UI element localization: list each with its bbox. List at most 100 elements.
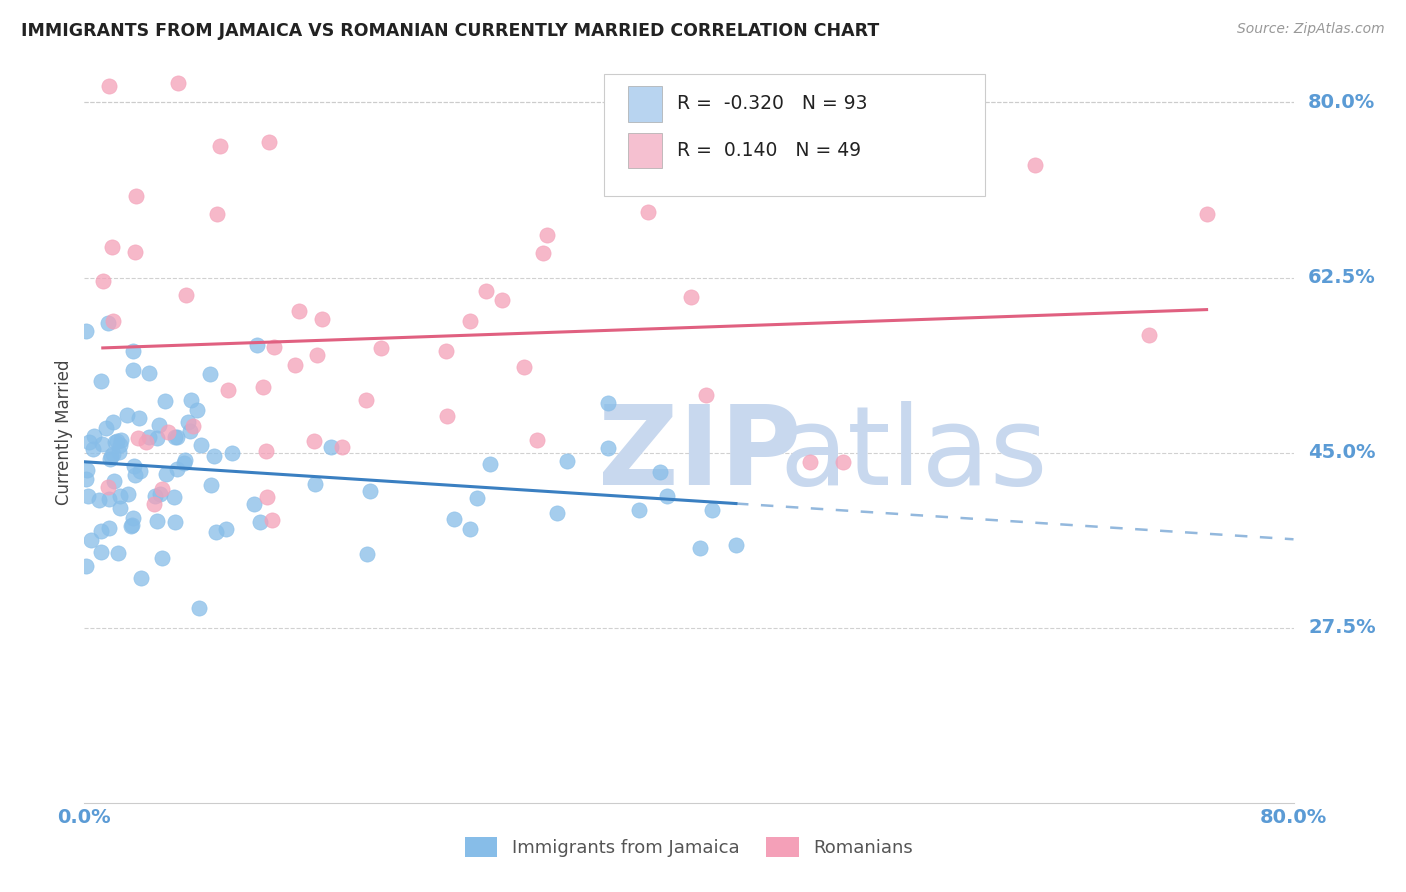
Point: [108, 489, 131, 503]
Point: [108, 438, 131, 452]
Point: [637, 204, 659, 219]
Point: [163, 515, 186, 529]
Point: [124, 245, 146, 260]
Text: Source: ZipAtlas.com: Source: ZipAtlas.com: [1237, 22, 1385, 37]
Point: [145, 431, 167, 445]
Point: [628, 503, 651, 517]
FancyBboxPatch shape: [628, 87, 662, 121]
Point: [105, 434, 128, 448]
Point: [103, 314, 125, 328]
Point: [75, 324, 97, 338]
Point: [97, 317, 120, 331]
Point: [117, 487, 139, 501]
Point: [557, 454, 579, 468]
Point: [108, 445, 131, 459]
Point: [77, 489, 100, 503]
Point: [436, 409, 458, 423]
Point: [103, 474, 125, 488]
Point: [90, 545, 112, 559]
Point: [138, 366, 160, 380]
FancyBboxPatch shape: [605, 73, 986, 195]
Point: [181, 418, 204, 433]
Point: [100, 449, 122, 463]
Point: [370, 341, 392, 355]
Point: [77, 435, 100, 450]
Point: [121, 518, 143, 533]
Point: [176, 415, 198, 429]
Point: [252, 379, 274, 393]
Point: [174, 453, 197, 467]
Point: [256, 491, 278, 505]
Point: [83, 429, 105, 443]
Point: [443, 512, 465, 526]
Point: [526, 433, 548, 447]
Point: [249, 516, 271, 530]
Point: [491, 293, 513, 308]
Point: [288, 304, 311, 318]
Point: [217, 383, 239, 397]
Point: [188, 601, 211, 615]
Point: [115, 408, 138, 422]
Point: [155, 467, 177, 482]
Point: [166, 76, 188, 90]
Point: [832, 455, 855, 469]
Point: [202, 449, 225, 463]
Point: [166, 462, 188, 476]
Point: [128, 464, 150, 478]
Point: [209, 139, 232, 153]
Point: [207, 207, 229, 221]
Point: [75, 472, 97, 486]
Point: [648, 465, 671, 479]
Point: [479, 458, 502, 472]
Point: [679, 290, 702, 304]
Point: [179, 424, 201, 438]
Legend: Immigrants from Jamaica, Romanians: Immigrants from Jamaica, Romanians: [457, 830, 921, 864]
Point: [97, 480, 120, 494]
Point: [97, 78, 120, 93]
Point: [110, 433, 132, 447]
Point: [205, 525, 228, 540]
Point: [260, 513, 283, 527]
Point: [513, 359, 536, 374]
Point: [458, 313, 481, 327]
Point: [82, 442, 104, 456]
Point: [465, 491, 488, 505]
Point: [94, 420, 117, 434]
Point: [531, 246, 554, 260]
Point: [596, 442, 619, 456]
Point: [689, 541, 711, 556]
Point: [330, 440, 353, 454]
Text: 27.5%: 27.5%: [1308, 618, 1375, 637]
Point: [254, 444, 277, 458]
Point: [215, 522, 238, 536]
Point: [200, 478, 222, 492]
Point: [128, 411, 150, 425]
Point: [110, 501, 132, 516]
Point: [321, 441, 343, 455]
Point: [304, 477, 326, 491]
Point: [163, 490, 186, 504]
Point: [101, 240, 124, 254]
Point: [359, 484, 381, 499]
Point: [434, 344, 457, 359]
Point: [307, 348, 329, 362]
Point: [190, 438, 212, 452]
Y-axis label: Currently Married: Currently Married: [55, 359, 73, 506]
Text: R =  -0.320   N = 93: R = -0.320 N = 93: [676, 95, 868, 113]
Point: [475, 285, 498, 299]
Point: [263, 340, 285, 354]
Point: [135, 435, 157, 450]
Point: [356, 547, 378, 561]
Point: [142, 497, 165, 511]
Text: 62.5%: 62.5%: [1308, 268, 1376, 287]
Point: [89, 374, 111, 388]
Point: [122, 363, 145, 377]
Point: [129, 571, 152, 585]
Point: [90, 437, 112, 451]
Point: [180, 393, 202, 408]
Point: [173, 456, 195, 470]
Point: [149, 487, 172, 501]
Text: atlas: atlas: [780, 401, 1047, 508]
Point: [221, 446, 243, 460]
Point: [143, 489, 166, 503]
